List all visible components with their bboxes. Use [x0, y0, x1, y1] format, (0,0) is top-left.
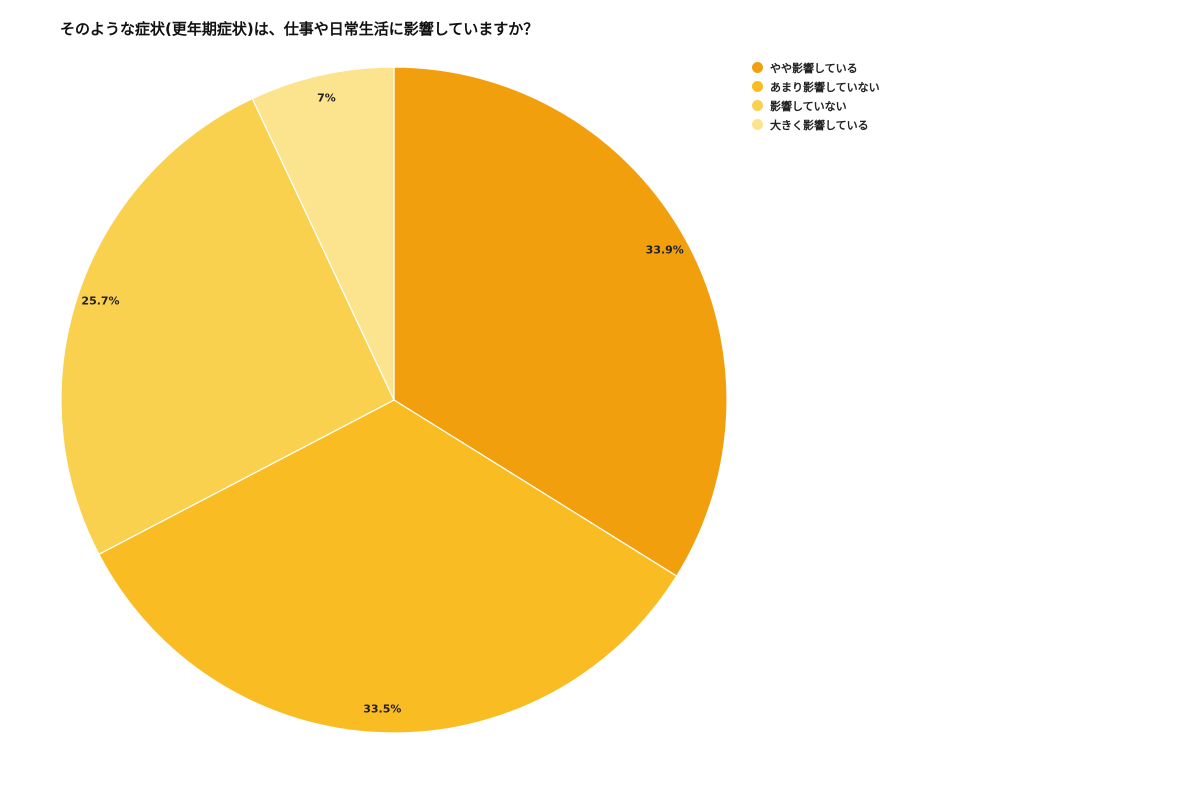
legend-item[interactable]: 大きく影響している [752, 115, 880, 134]
chart-title: そのような症状(更年期症状)は、仕事や日常生活に影響していますか？ [60, 20, 539, 38]
pie-slice[interactable] [393, 66, 728, 577]
legend-item[interactable]: あまり影響していない [752, 77, 880, 96]
slice-value-label: 7% [317, 91, 336, 105]
slice-value-label: 33.5% [363, 702, 402, 716]
slice-value-label: 25.7% [81, 294, 120, 308]
legend-label: あまり影響していない [770, 80, 880, 94]
pie-slice[interactable] [60, 97, 395, 556]
legend-swatch-icon [752, 62, 763, 73]
legend-item[interactable]: 影響していない [752, 96, 880, 115]
legend-label: 大きく影響している [770, 118, 869, 132]
pie-slice[interactable] [98, 399, 678, 734]
legend-label: 影響していない [770, 99, 847, 113]
legend-swatch-icon [752, 81, 763, 92]
legend: やや影響している あまり影響していない 影響していない 大きく影響している [752, 58, 880, 134]
legend-label: やや影響している [770, 61, 858, 75]
slice-value-label: 33.9% [645, 243, 684, 257]
legend-item[interactable]: やや影響している [752, 58, 880, 77]
legend-swatch-icon [752, 119, 763, 130]
legend-swatch-icon [752, 100, 763, 111]
pie-slice[interactable] [251, 66, 395, 401]
